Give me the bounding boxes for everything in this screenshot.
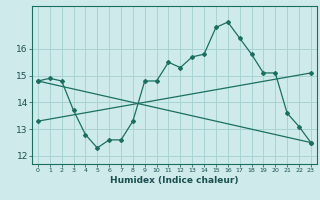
X-axis label: Humidex (Indice chaleur): Humidex (Indice chaleur) <box>110 176 239 185</box>
